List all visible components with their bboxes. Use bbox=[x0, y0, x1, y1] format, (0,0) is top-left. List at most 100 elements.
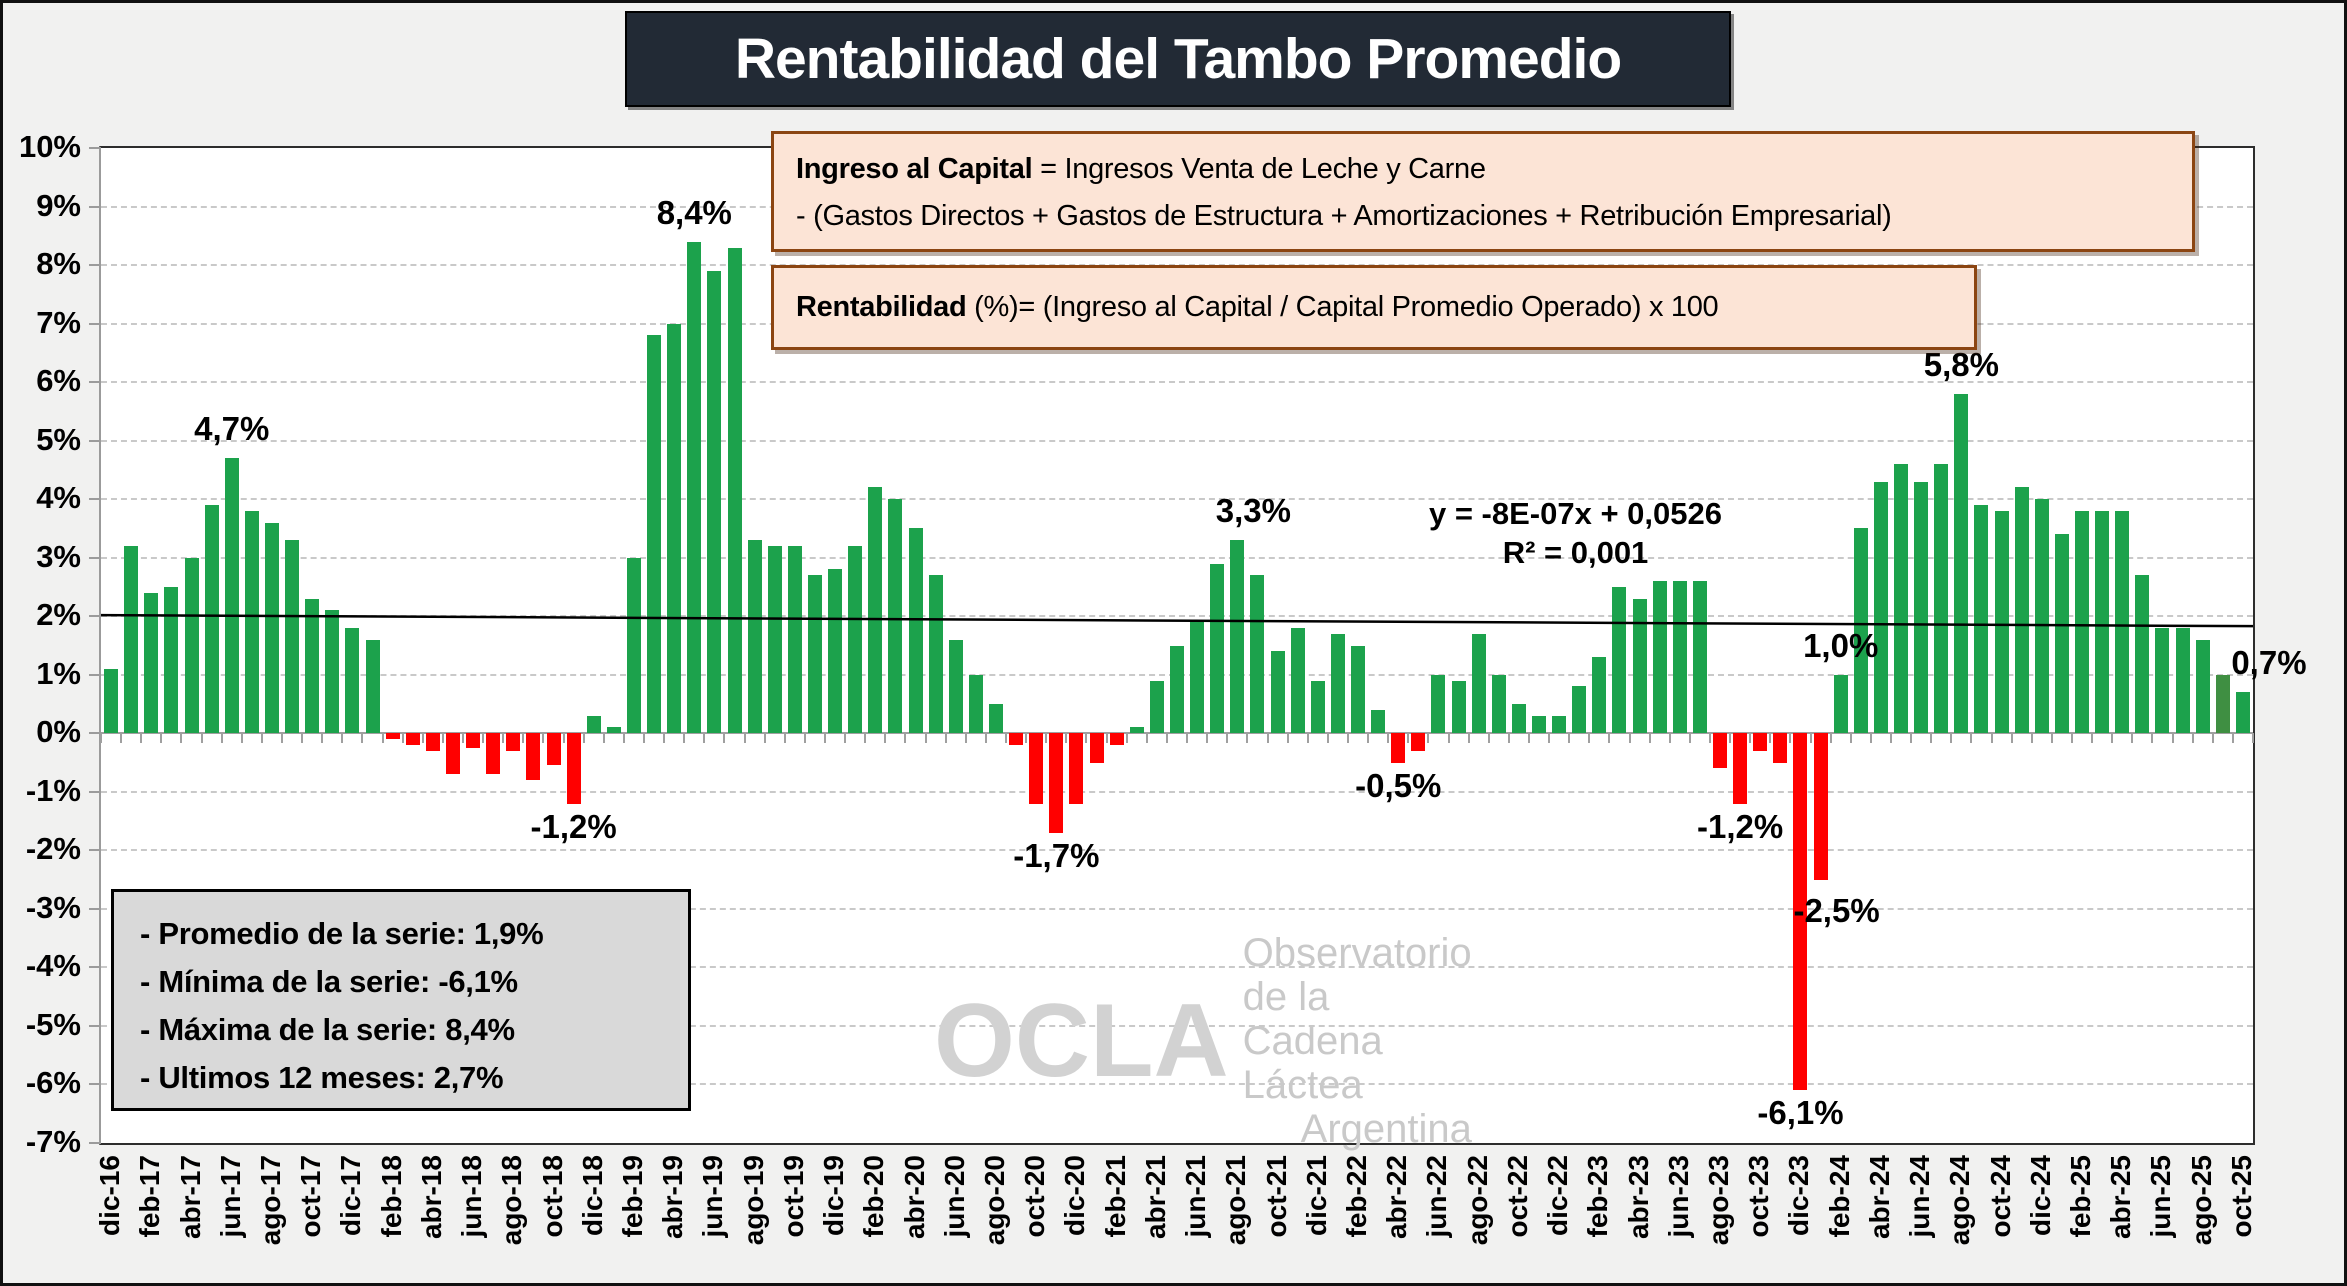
x-axis-tick bbox=[984, 733, 987, 744]
y-axis-tick bbox=[89, 205, 101, 208]
bar-jul-21 bbox=[1210, 563, 1225, 734]
x-axis-tick bbox=[1849, 733, 1852, 744]
bar-label-3,3%: 3,3% bbox=[1215, 492, 1291, 530]
formula-rentabilidad-term: Rentabilidad bbox=[796, 291, 975, 323]
bar-nov-24 bbox=[2014, 487, 2029, 734]
x-axis-tick bbox=[2010, 733, 2013, 744]
x-axis-tick bbox=[441, 733, 444, 744]
bar-feb-25 bbox=[2075, 510, 2090, 734]
y-axis-tick bbox=[89, 1024, 101, 1027]
formula-box-rentabilidad: Rentabilidad (%)= (Ingreso al Capital / … bbox=[771, 265, 1977, 350]
bar-sep-20 bbox=[1009, 733, 1024, 745]
x-axis-label-jun-18: jun-18 bbox=[456, 1155, 488, 1238]
ocla-subtitle: Observatorio de la Cadena Láctea Argenti… bbox=[1243, 931, 1472, 1151]
formula-ingreso-line2: - (Gastos Directos + Gastos de Estructur… bbox=[796, 200, 1892, 232]
bar-oct-19 bbox=[787, 546, 802, 734]
bar-dic-19 bbox=[828, 569, 843, 734]
x-axis-tick bbox=[602, 733, 605, 744]
x-axis-tick bbox=[1427, 733, 1430, 744]
gridline--3% bbox=[101, 907, 2253, 910]
x-axis-tick bbox=[260, 733, 263, 744]
x-axis-tick bbox=[341, 733, 344, 744]
stat-minima: - Mínima de la serie: -6,1% bbox=[140, 964, 518, 999]
x-axis-label-ago-24: ago-24 bbox=[1944, 1155, 1976, 1246]
x-axis-label-feb-24: feb-24 bbox=[1823, 1155, 1855, 1238]
x-axis-tick bbox=[2111, 733, 2114, 744]
x-axis-tick bbox=[522, 733, 525, 744]
x-axis-tick bbox=[1487, 733, 1490, 744]
x-axis-tick bbox=[1568, 733, 1571, 744]
x-axis-label-abr-17: abr-17 bbox=[174, 1155, 206, 1240]
x-axis-tick bbox=[1548, 733, 1551, 744]
x-axis-label-dic-16: dic-16 bbox=[94, 1155, 126, 1236]
ocla-subtitle-line3: Argentina bbox=[1300, 1107, 1472, 1151]
x-axis-label-feb-17: feb-17 bbox=[134, 1155, 166, 1238]
bar-nov-22 bbox=[1532, 715, 1547, 734]
bar-oct-18 bbox=[546, 733, 561, 766]
x-axis-tick bbox=[924, 733, 927, 744]
bar-feb-21 bbox=[1109, 733, 1124, 745]
y-axis-label: 1% bbox=[36, 655, 81, 691]
x-axis-tick bbox=[1628, 733, 1631, 744]
x-axis-tick bbox=[1085, 733, 1088, 744]
x-axis-tick bbox=[1407, 733, 1410, 744]
y-axis-label: -3% bbox=[25, 889, 81, 925]
y-axis-label: 5% bbox=[36, 421, 81, 457]
gridline-4% bbox=[101, 498, 2253, 501]
x-axis-tick bbox=[542, 733, 545, 744]
x-axis-label-oct-21: oct-21 bbox=[1260, 1155, 1292, 1238]
x-axis-tick bbox=[1708, 733, 1711, 744]
bar-ene-17 bbox=[124, 546, 139, 734]
y-axis-label: 3% bbox=[36, 538, 81, 574]
bar-oct-20 bbox=[1029, 733, 1044, 804]
x-axis-tick bbox=[1467, 733, 1470, 744]
bar-sep-25 bbox=[2215, 674, 2230, 734]
y-axis-label: 0% bbox=[36, 714, 81, 750]
x-axis-tick bbox=[1910, 733, 1913, 744]
bar-oct-23 bbox=[1753, 733, 1768, 751]
formula-ingreso-term: Ingreso al Capital bbox=[796, 153, 1041, 185]
x-axis-label-dic-22: dic-22 bbox=[1542, 1155, 1574, 1236]
y-axis-label: -2% bbox=[25, 831, 81, 867]
x-axis-tick bbox=[803, 733, 806, 744]
x-axis-tick bbox=[643, 733, 646, 744]
bar-sep-18 bbox=[526, 733, 541, 781]
bar-jun-21 bbox=[1190, 622, 1205, 734]
x-axis-tick bbox=[281, 733, 283, 744]
y-axis-tick bbox=[89, 790, 101, 793]
x-axis-tick bbox=[220, 733, 223, 744]
gridline-3% bbox=[101, 556, 2253, 559]
bar-ene-21 bbox=[1089, 733, 1104, 763]
y-axis-label: 7% bbox=[36, 304, 81, 340]
x-axis-label-feb-18: feb-18 bbox=[375, 1155, 407, 1238]
bar-ago-23 bbox=[1713, 733, 1728, 769]
bar-jun-17 bbox=[224, 458, 239, 734]
y-axis-tick bbox=[89, 673, 101, 676]
bar-mar-19 bbox=[647, 335, 662, 734]
bar-ene-18 bbox=[365, 639, 380, 734]
x-axis-label-ago-18: ago-18 bbox=[496, 1155, 528, 1246]
gridline--4% bbox=[101, 966, 2253, 969]
x-axis-tick bbox=[1125, 733, 1128, 744]
x-axis-tick bbox=[1025, 733, 1028, 744]
x-axis-tick bbox=[2050, 733, 2053, 744]
x-axis-tick bbox=[1729, 733, 1732, 744]
x-axis-label-jun-23: jun-23 bbox=[1662, 1155, 1694, 1238]
bar-nov-21 bbox=[1290, 627, 1305, 734]
gridline-2% bbox=[101, 615, 2253, 618]
bar-dic-17 bbox=[345, 627, 360, 734]
x-axis-zero-line bbox=[101, 732, 2253, 735]
bar-jun-23 bbox=[1672, 581, 1687, 734]
bar-ago-22 bbox=[1471, 633, 1486, 734]
bar-abr-24 bbox=[1873, 481, 1888, 734]
x-axis-tick bbox=[1306, 733, 1309, 744]
x-axis-tick bbox=[120, 733, 123, 744]
y-axis-label: -6% bbox=[25, 1065, 81, 1101]
bar-feb-23 bbox=[1592, 657, 1607, 734]
bar-dic-24 bbox=[2034, 499, 2049, 734]
x-axis-tick bbox=[904, 733, 907, 744]
x-axis-label-jun-17: jun-17 bbox=[214, 1155, 246, 1238]
x-axis-tick bbox=[1346, 733, 1349, 744]
bar-abr-17 bbox=[184, 557, 199, 734]
x-axis-label-dic-17: dic-17 bbox=[335, 1155, 367, 1236]
